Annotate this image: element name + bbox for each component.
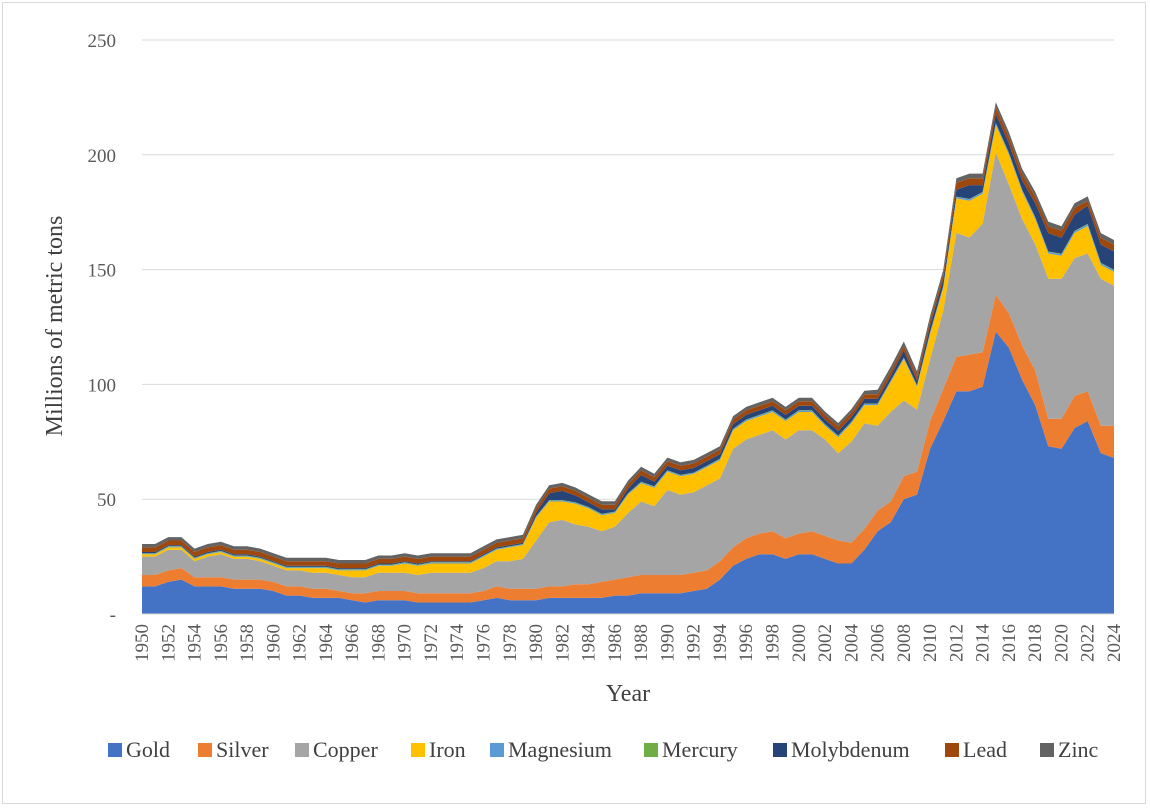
x-tick-label: 2014 [973,624,994,663]
y-tick-label: 200 [88,146,117,167]
x-tick-label: 1996 [736,624,757,662]
legend-label-magnesium: Magnesium [508,737,612,762]
x-tick-label: 1958 [237,624,258,662]
x-tick-label: 1976 [474,624,495,662]
x-tick-label: 1978 [500,624,521,662]
legend-swatch-mercury [644,743,658,757]
x-tick-label: 1952 [158,624,179,662]
legend-label-molybdenum: Molybdenum [791,737,910,762]
legend-swatch-gold [108,743,122,757]
x-tick-label: 1990 [657,624,678,662]
x-tick-label: 2004 [841,624,862,663]
x-axis-title: Year [606,681,650,707]
x-tick-label: 2022 [1078,624,1099,662]
x-tick-label: 1968 [368,624,389,662]
legend-label-copper: Copper [313,737,378,762]
y-tick-label: 150 [88,261,117,282]
x-tick-label: 1984 [579,624,600,663]
y-tick-label: - [110,605,116,626]
legend-swatch-magnesium [490,743,504,757]
y-tick-labels: - 50 100 150 200 250 [88,31,117,626]
legend-swatch-copper [295,743,309,757]
legend: Gold Silver Copper Iron Magnesium Mercury Moly… [108,737,1099,762]
x-tick-label: 2006 [868,624,889,662]
y-tick-label: 250 [88,31,117,52]
x-tick-label: 2002 [815,624,836,662]
area-series [142,102,1114,614]
x-tick-label: 1966 [342,624,363,662]
x-tick-label: 1998 [763,624,784,662]
x-tick-label: 1962 [290,624,311,662]
legend-swatch-zinc [1040,743,1054,757]
x-tick-label: 2020 [1052,624,1073,662]
legend-label-lead: Lead [963,737,1007,762]
x-tick-label: 2018 [1025,624,1046,662]
area-silver [142,294,1114,603]
legend-label-silver: Silver [216,737,269,762]
x-tick-label: 1954 [185,624,206,663]
y-tick-label: 100 [88,375,117,396]
x-tick-label: 2024 [1104,624,1125,663]
x-tick-label: 1956 [211,624,232,662]
legend-swatch-lead [945,743,959,757]
legend-label-zinc: Zinc [1058,737,1099,762]
x-tick-label: 1986 [605,624,626,662]
x-tick-label: 1980 [526,624,547,662]
x-tick-label: 1950 [132,624,153,662]
legend-swatch-iron [411,743,425,757]
x-tick-labels: 1950 1952 1954 1956 1958 1960 1962 1964 1966 1968… [132,624,1125,663]
x-tick-label: 2012 [946,624,967,662]
legend-label-gold: Gold [126,737,170,762]
y-tick-label: 50 [97,490,116,511]
x-tick-label: 1960 [263,624,284,662]
x-tick-label: 2010 [920,624,941,662]
x-tick-label: 1970 [395,624,416,662]
legend-label-iron: Iron [429,737,466,762]
x-tick-label: 2016 [999,624,1020,662]
y-axis-title: Millions of metric tons [42,216,68,437]
legend-swatch-silver [198,743,212,757]
legend-label-mercury: Mercury [662,737,738,762]
x-tick-label: 1974 [447,624,468,663]
x-tick-label: 1994 [710,624,731,663]
x-tick-label: 1982 [552,624,573,662]
x-tick-label: 2000 [789,624,810,662]
x-tick-label: 1964 [316,624,337,663]
area-gold [142,331,1114,614]
x-tick-label: 1992 [684,624,705,662]
x-tick-label: 2008 [894,624,915,662]
x-tick-label: 1988 [631,624,652,662]
x-tick-label: 1972 [421,624,442,662]
legend-swatch-molybdenum [773,743,787,757]
area-copper [142,152,1114,594]
